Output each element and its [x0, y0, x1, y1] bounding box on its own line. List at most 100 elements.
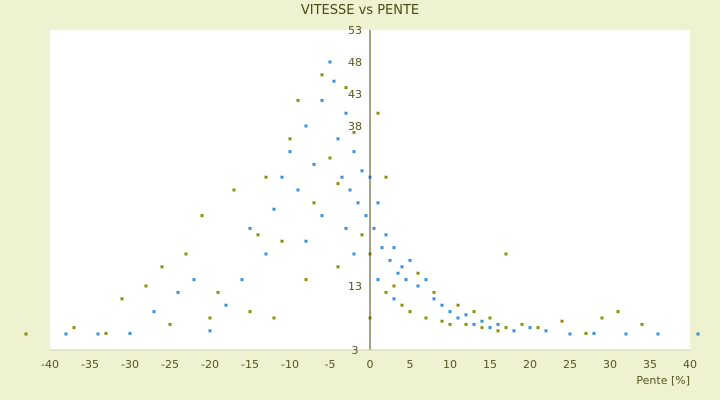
data-point — [320, 73, 324, 77]
data-point — [288, 137, 292, 141]
data-point — [344, 86, 348, 90]
y-tick-label: 53 — [348, 24, 362, 37]
x-tick-label: 20 — [523, 358, 537, 371]
x-tick-label: -10 — [281, 358, 299, 371]
x-tick-label: -35 — [81, 358, 99, 371]
data-point — [488, 326, 492, 330]
data-point — [376, 111, 380, 115]
data-point — [560, 319, 564, 323]
data-point — [328, 156, 332, 160]
data-point — [352, 130, 356, 134]
data-point — [340, 175, 344, 179]
data-point — [512, 329, 516, 333]
data-point — [352, 150, 356, 154]
data-point — [312, 201, 316, 205]
data-point — [328, 60, 332, 64]
data-point — [440, 303, 444, 307]
data-point — [208, 329, 212, 333]
data-point — [344, 111, 348, 115]
data-point — [272, 316, 276, 320]
x-tick-label: -20 — [201, 358, 219, 371]
data-point — [216, 290, 220, 294]
y-tick-labels: 3 13 38 43 48 53 — [348, 24, 362, 357]
data-point — [496, 329, 500, 333]
data-point — [440, 319, 444, 323]
data-point — [168, 322, 172, 326]
data-point — [240, 278, 244, 282]
data-point — [380, 246, 384, 250]
data-point — [432, 297, 436, 301]
data-point — [272, 207, 276, 211]
x-tick-label: 25 — [563, 358, 577, 371]
data-point — [96, 332, 100, 336]
data-point — [264, 175, 268, 179]
data-point — [24, 332, 28, 336]
x-tick-label: 30 — [603, 358, 617, 371]
data-point — [480, 326, 484, 330]
x-tick-label: 10 — [443, 358, 457, 371]
data-point — [280, 239, 284, 243]
x-tick-label: -30 — [121, 358, 139, 371]
data-point — [288, 150, 292, 154]
data-point — [384, 175, 388, 179]
data-point — [304, 239, 308, 243]
data-point — [224, 303, 228, 307]
data-point — [304, 278, 308, 282]
data-point — [448, 310, 452, 314]
x-axis-title: Pente [%] — [636, 374, 690, 387]
x-tick-label: 5 — [407, 358, 414, 371]
data-point — [356, 201, 360, 205]
data-point — [536, 326, 540, 330]
data-point — [384, 290, 388, 294]
data-point — [364, 214, 368, 218]
data-point — [472, 310, 476, 314]
data-point — [528, 326, 532, 330]
data-point — [624, 332, 628, 336]
data-point — [496, 322, 500, 326]
data-point — [320, 98, 324, 102]
data-point — [176, 290, 180, 294]
data-point — [184, 252, 188, 256]
data-point — [312, 162, 316, 166]
data-point — [384, 233, 388, 237]
data-point — [360, 233, 364, 237]
data-point — [280, 175, 284, 179]
data-point — [144, 284, 148, 288]
data-point — [296, 188, 300, 192]
x-tick-labels: -40 -35 -30 -25 -20 -15 -10 -5 0 5 10 15 20 25 30 35 40 — [41, 358, 697, 371]
data-point — [600, 316, 604, 320]
data-point — [520, 322, 524, 326]
data-point — [504, 326, 508, 330]
data-point — [320, 214, 324, 218]
data-point — [120, 297, 124, 301]
data-points — [24, 60, 700, 336]
data-point — [336, 265, 340, 269]
data-point — [360, 169, 364, 173]
data-point — [200, 214, 204, 218]
data-point — [448, 322, 452, 326]
data-point — [376, 201, 380, 205]
data-point — [348, 188, 352, 192]
data-point — [72, 326, 76, 330]
data-point — [344, 226, 348, 230]
data-point — [264, 252, 268, 256]
data-point — [160, 265, 164, 269]
data-point — [232, 188, 236, 192]
data-point — [464, 322, 468, 326]
data-point — [332, 79, 336, 83]
data-point — [388, 258, 392, 262]
data-point — [376, 278, 380, 282]
data-point — [392, 284, 396, 288]
data-point — [248, 226, 252, 230]
x-tick-label: 40 — [683, 358, 697, 371]
data-point — [392, 246, 396, 250]
data-point — [372, 226, 376, 230]
x-tick-label: 0 — [367, 358, 374, 371]
data-point — [208, 316, 212, 320]
data-point — [408, 258, 412, 262]
data-point — [696, 332, 700, 336]
data-point — [336, 182, 340, 186]
data-point — [104, 331, 108, 335]
data-point — [488, 316, 492, 320]
y-tick-label: 48 — [348, 56, 362, 69]
